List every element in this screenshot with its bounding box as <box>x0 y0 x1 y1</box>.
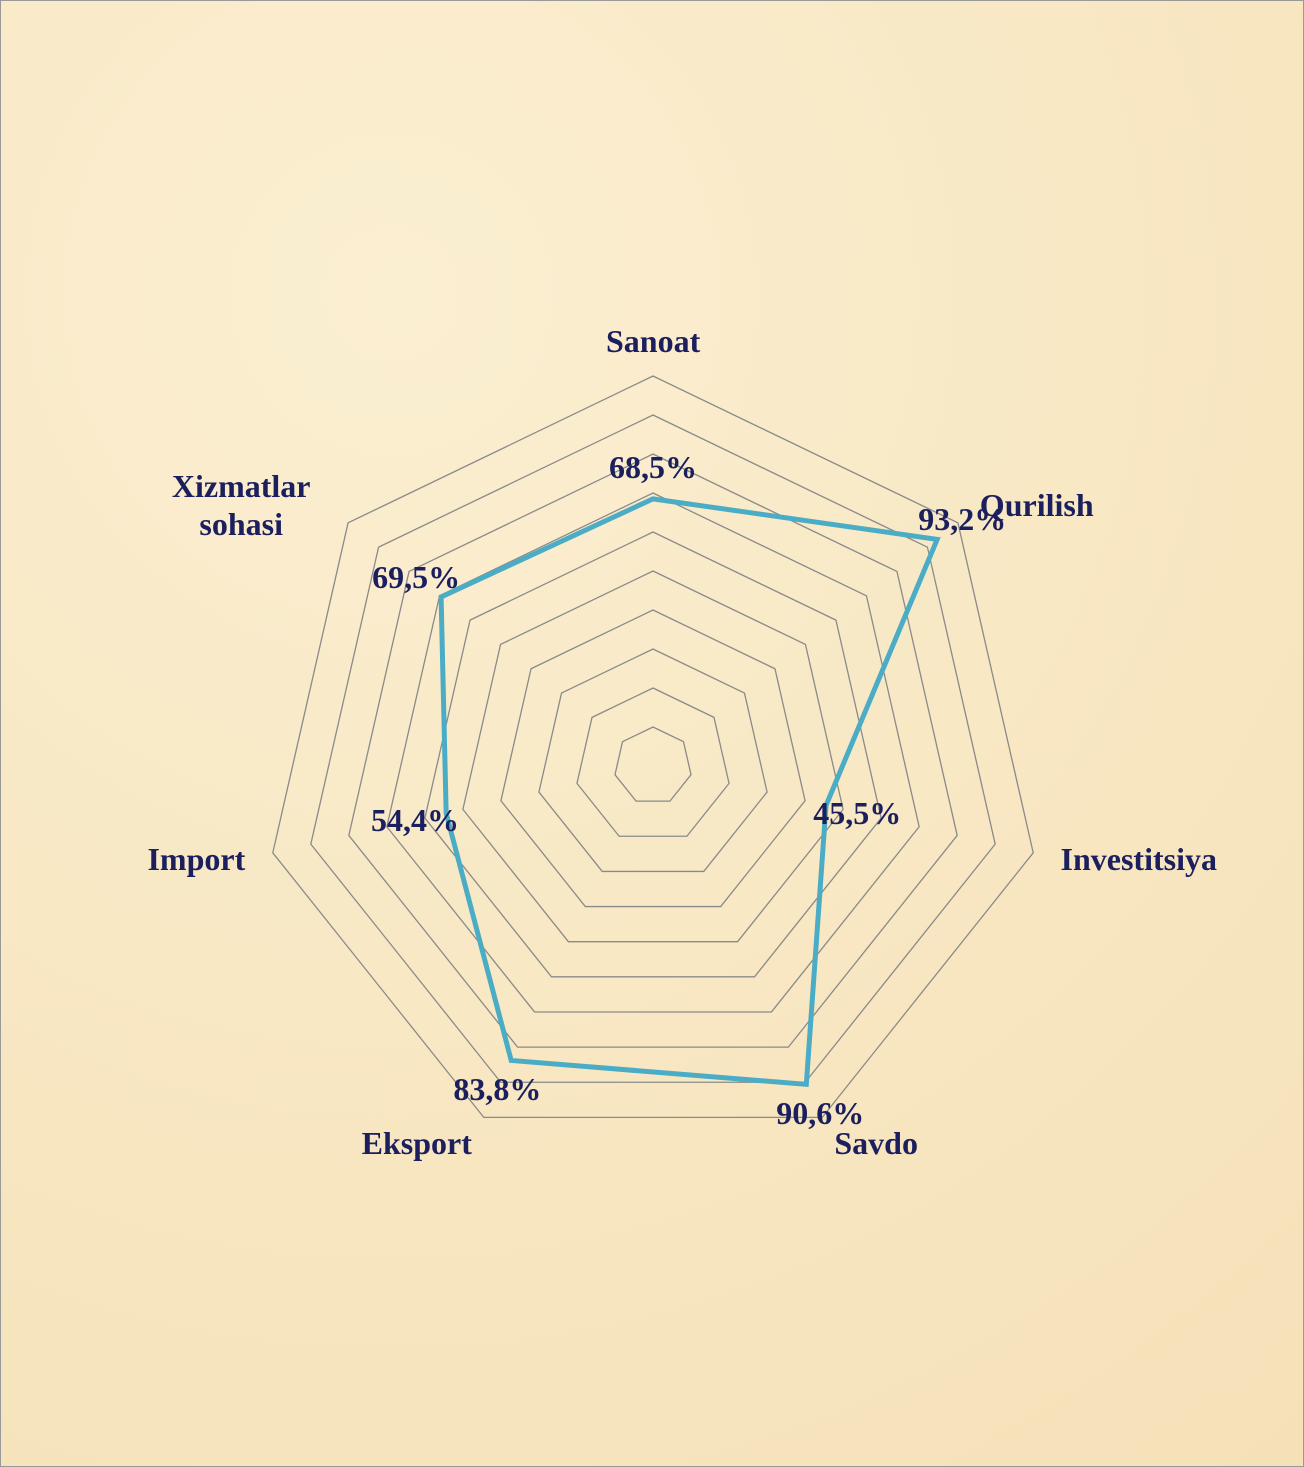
grid-ring <box>310 414 996 1083</box>
data-line <box>438 496 941 1088</box>
grid-ring <box>614 726 692 802</box>
category-label: Investitsiya <box>1060 841 1217 877</box>
value-label: 69,5% <box>372 559 461 596</box>
category-label: Import <box>147 841 246 877</box>
category-label: Qurilish <box>979 487 1094 524</box>
value-label: 93,2% <box>918 501 1007 538</box>
value-label: 45,5% <box>813 794 902 831</box>
grid-ring <box>538 648 768 873</box>
category-label: Eksport <box>361 1124 472 1161</box>
category-label: Xizmatlar sohasi <box>171 468 311 543</box>
value-label: 68,5% <box>609 448 697 485</box>
grid-ring <box>576 687 730 837</box>
grid-ring <box>272 375 1034 1119</box>
value-label: 54,4% <box>370 802 459 839</box>
category-label: Savdo <box>834 1124 918 1161</box>
value-label: 83,8% <box>453 1071 542 1108</box>
grid-ring <box>462 570 844 943</box>
grid-ring <box>424 531 882 978</box>
value-label: 90,6% <box>776 1095 865 1132</box>
category-label: Sanoat <box>606 323 701 359</box>
grid-ring <box>500 609 806 908</box>
grid-ring <box>386 492 920 1013</box>
